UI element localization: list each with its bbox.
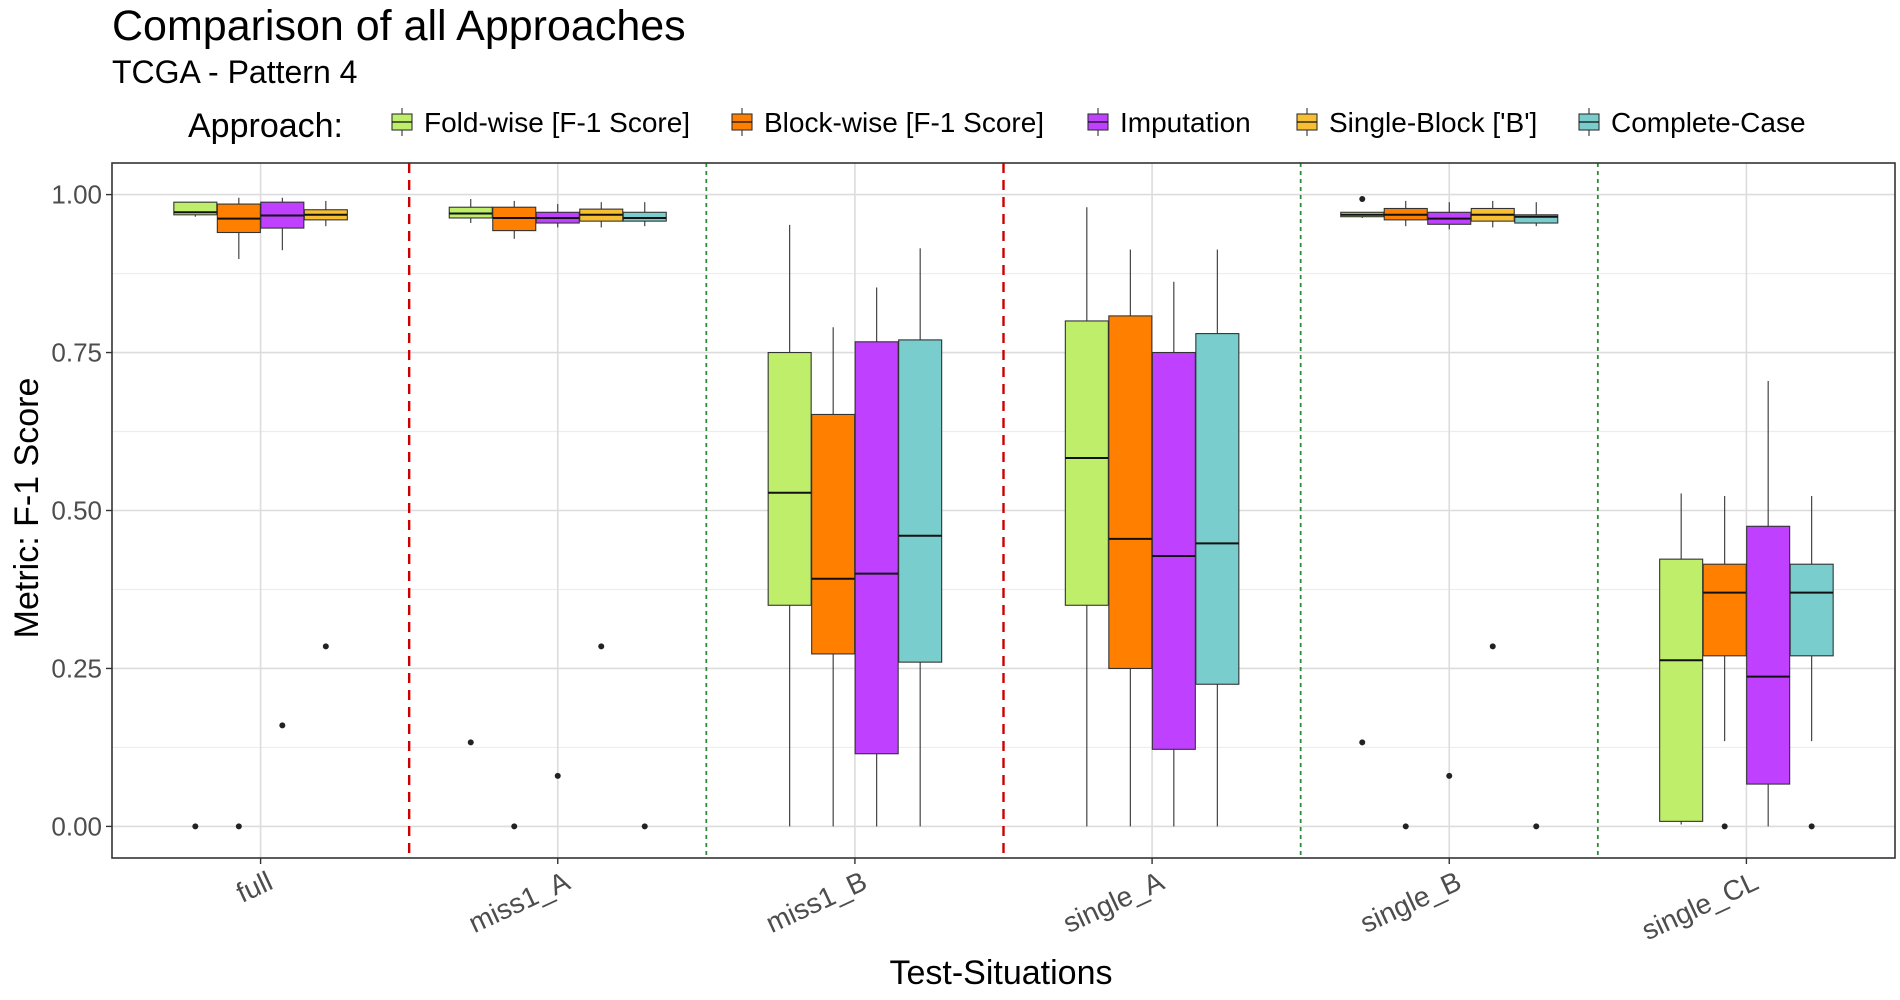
- x-tick-label-single_B: single_B: [1355, 865, 1465, 938]
- x-tick-label-miss1_B: miss1_B: [761, 865, 871, 938]
- box-body: [1746, 525, 1791, 785]
- box-body: [767, 351, 812, 606]
- outlier-point: [641, 823, 648, 830]
- box-miss1_A-3: [579, 202, 624, 650]
- y-tick-label: 0.25: [51, 653, 102, 683]
- legend-item-0: Fold-wise [F-1 Score]: [391, 107, 690, 138]
- legend-item-1: Block-wise [F-1 Score]: [731, 107, 1044, 138]
- box-single_A-2: [1151, 281, 1196, 827]
- y-tick-label: 0.50: [51, 496, 102, 526]
- x-tick-label-single_A: single_A: [1058, 865, 1169, 939]
- outlier-point: [1489, 643, 1496, 650]
- box-single_A-0: [1064, 207, 1109, 827]
- box-miss1_A-1: [492, 200, 537, 830]
- box-body: [898, 339, 943, 663]
- y-tick-label: 0.75: [51, 338, 102, 368]
- box-miss1_B-1: [811, 327, 856, 827]
- legend-title: Approach:: [188, 107, 343, 145]
- outlier-point: [1446, 772, 1453, 779]
- box-single_B-0: [1340, 196, 1385, 746]
- box-body: [854, 341, 899, 755]
- outlier-point: [235, 823, 242, 830]
- box-group-single_A: [1064, 207, 1240, 827]
- box-body: [1108, 315, 1153, 670]
- y-tick-label: 0.00: [51, 811, 102, 841]
- box-single_CL-1: [1702, 495, 1747, 830]
- box-full-3: [303, 200, 348, 650]
- x-axis-title: Test-Situations: [890, 954, 1113, 992]
- box-single_A-1: [1108, 249, 1153, 827]
- box-body: [1659, 558, 1704, 822]
- plot-area: [111, 162, 1896, 859]
- box-single_B-4: [1514, 202, 1559, 830]
- outlier-point: [1402, 823, 1409, 830]
- legend-label: Complete-Case: [1611, 107, 1806, 138]
- box-single_CL-3: [1789, 495, 1834, 830]
- x-tick-label-full: full: [232, 865, 278, 908]
- box-group-miss1_A: [448, 199, 667, 830]
- box-full-0: [173, 201, 218, 830]
- outlier-point: [554, 772, 561, 779]
- box-miss1_B-3: [898, 248, 943, 827]
- box-miss1_A-4: [622, 202, 667, 830]
- box-body: [1064, 320, 1109, 606]
- outlier-point: [1533, 823, 1540, 830]
- box-single_B-3: [1470, 200, 1515, 650]
- box-body: [1514, 214, 1559, 224]
- box-body: [811, 413, 856, 655]
- outlier-point: [1808, 823, 1815, 830]
- legend-item-2: Imputation: [1087, 107, 1251, 138]
- outlier-point: [511, 823, 518, 830]
- y-axis: 0.00 0.25 0.50 0.75 1.00: [51, 180, 112, 841]
- box-full-2: [260, 197, 305, 729]
- outlier-point: [1721, 823, 1728, 830]
- box-single_CL-2: [1746, 380, 1791, 827]
- legend-label: Single-Block ['B']: [1329, 107, 1537, 138]
- outlier-point: [279, 722, 286, 729]
- box-miss1_A-0: [448, 199, 493, 746]
- x-axis: full miss1_A miss1_B single_A single_B single…: [232, 858, 1763, 946]
- outlier-point: [1359, 739, 1366, 746]
- outlier-point: [467, 739, 474, 746]
- box-miss1_B-2: [854, 287, 899, 827]
- outlier-point: [192, 823, 199, 830]
- legend-label: Imputation: [1120, 107, 1251, 138]
- legend: Approach: Fold-wise [F-1 Score] Block-wis…: [188, 107, 1806, 145]
- legend-item-4: Complete-Case: [1578, 107, 1806, 138]
- box-full-1: [216, 197, 261, 830]
- box-group-single_B: [1340, 196, 1559, 830]
- x-tick-label-single_CL: single_CL: [1637, 865, 1763, 946]
- outlier-point: [598, 643, 605, 650]
- y-tick-label: 1.00: [51, 180, 102, 210]
- outlier-point: [322, 643, 329, 650]
- box-body: [622, 211, 667, 222]
- box-group-full: [173, 197, 348, 830]
- box-miss1_B-0: [767, 224, 812, 827]
- box-group-miss1_B: [767, 224, 943, 827]
- y-axis-title: Metric: F-1 Score: [8, 378, 46, 639]
- box-body: [1195, 333, 1240, 685]
- chart-subtitle: TCGA - Pattern 4: [112, 54, 357, 90]
- outlier-point: [1359, 196, 1366, 203]
- legend-item-3: Single-Block ['B']: [1296, 107, 1537, 138]
- box-single_A-3: [1195, 249, 1240, 827]
- box-body: [1151, 351, 1196, 750]
- legend-label: Block-wise [F-1 Score]: [764, 107, 1044, 138]
- box-body: [1789, 563, 1834, 657]
- legend-label: Fold-wise [F-1 Score]: [424, 107, 690, 138]
- box-single_CL-0: [1659, 493, 1704, 825]
- chart-title: Comparison of all Approaches: [112, 2, 686, 50]
- box-body: [1702, 563, 1747, 657]
- box-group-single_CL: [1659, 380, 1834, 830]
- box-single_B-1: [1383, 200, 1428, 830]
- x-tick-label-miss1_A: miss1_A: [464, 865, 575, 939]
